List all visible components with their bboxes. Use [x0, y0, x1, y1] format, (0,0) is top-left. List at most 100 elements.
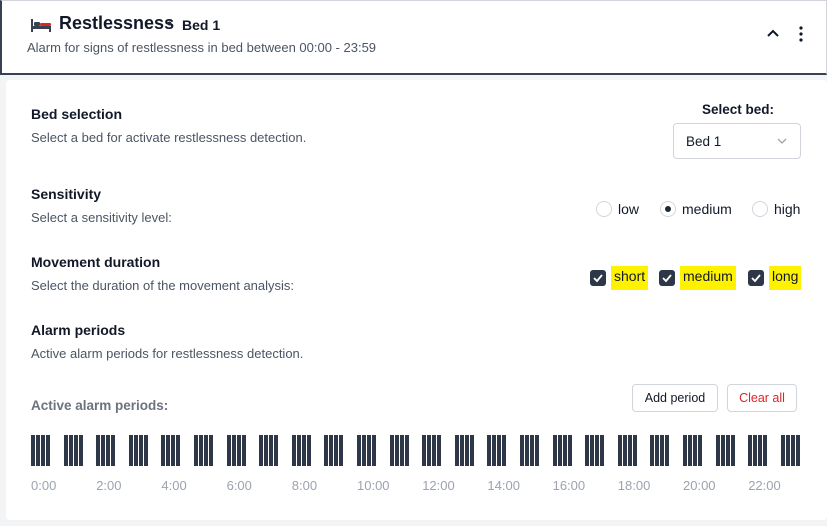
alarm-slot[interactable]	[231, 435, 236, 466]
alarm-slot[interactable]	[324, 435, 329, 466]
alarm-slot[interactable]	[552, 435, 557, 466]
alarm-slot[interactable]	[171, 435, 176, 466]
alarm-slot[interactable]	[96, 435, 101, 466]
alarm-slot[interactable]	[389, 435, 394, 466]
alarm-slot[interactable]	[394, 435, 399, 466]
alarm-period-timeline[interactable]	[31, 435, 806, 467]
duration-checkbox-short[interactable]: short	[590, 266, 649, 290]
alarm-slot[interactable]	[73, 435, 78, 466]
alarm-slot[interactable]	[46, 435, 50, 466]
alarm-slot[interactable]	[753, 435, 758, 466]
alarm-slot[interactable]	[427, 435, 432, 466]
sensitivity-radio-low[interactable]: low	[596, 201, 639, 217]
alarm-slot[interactable]	[209, 435, 213, 466]
alarm-slot[interactable]	[459, 435, 464, 466]
alarm-slot[interactable]	[432, 435, 437, 466]
alarm-slot[interactable]	[274, 435, 279, 466]
alarm-slot[interactable]	[236, 435, 241, 466]
alarm-slot[interactable]	[600, 435, 605, 466]
alarm-slot[interactable]	[698, 435, 702, 466]
duration-checkbox-long[interactable]: long	[748, 266, 802, 290]
alarm-slot[interactable]	[106, 435, 111, 466]
alarm-slot[interactable]	[487, 435, 492, 466]
alarm-slot[interactable]	[204, 435, 208, 466]
alarm-slot[interactable]	[372, 435, 376, 466]
alarm-slot[interactable]	[367, 435, 371, 466]
alarm-slot[interactable]	[785, 435, 790, 466]
alarm-slot[interactable]	[138, 435, 143, 466]
alarm-slot[interactable]	[269, 435, 274, 466]
alarm-slot[interactable]	[362, 435, 366, 466]
chevron-up-icon[interactable]	[765, 26, 781, 40]
radio-medium-circle[interactable]	[660, 201, 676, 217]
alarm-slot[interactable]	[36, 435, 40, 466]
alarm-slot[interactable]	[622, 435, 627, 466]
alarm-slot[interactable]	[63, 435, 68, 466]
alarm-slot[interactable]	[464, 435, 469, 466]
alarm-slot[interactable]	[301, 435, 306, 466]
alarm-slot[interactable]	[241, 435, 246, 466]
alarm-slot[interactable]	[595, 435, 600, 466]
alarm-slot[interactable]	[78, 435, 83, 466]
alarm-slot[interactable]	[492, 435, 497, 466]
alarm-slot[interactable]	[502, 435, 507, 466]
alarm-slot[interactable]	[730, 435, 735, 466]
alarm-slot[interactable]	[748, 435, 753, 466]
checkbox-short-box[interactable]	[590, 270, 606, 286]
alarm-slot[interactable]	[306, 435, 311, 466]
alarm-slot[interactable]	[683, 435, 687, 466]
alarm-slot[interactable]	[166, 435, 171, 466]
alarm-slot[interactable]	[357, 435, 361, 466]
alarm-slot[interactable]	[520, 435, 524, 466]
radio-low-circle[interactable]	[596, 201, 612, 217]
alarm-slot[interactable]	[264, 435, 269, 466]
alarm-slot[interactable]	[226, 435, 231, 466]
add-period-button[interactable]: Add period	[632, 384, 718, 412]
alarm-slot[interactable]	[291, 435, 296, 466]
alarm-slot[interactable]	[665, 435, 670, 466]
alarm-slot[interactable]	[562, 435, 567, 466]
alarm-slot[interactable]	[763, 435, 768, 466]
sensitivity-radio-high[interactable]: high	[752, 201, 800, 217]
alarm-slot[interactable]	[454, 435, 459, 466]
alarm-slot[interactable]	[660, 435, 665, 466]
bed-select[interactable]: Bed 1	[673, 123, 801, 159]
alarm-slot[interactable]	[133, 435, 138, 466]
alarm-slot[interactable]	[497, 435, 502, 466]
alarm-slot[interactable]	[655, 435, 660, 466]
alarm-slot[interactable]	[404, 435, 409, 466]
alarm-slot[interactable]	[296, 435, 301, 466]
alarm-slot[interactable]	[161, 435, 166, 466]
alarm-slot[interactable]	[469, 435, 474, 466]
radio-high-circle[interactable]	[752, 201, 768, 217]
alarm-slot[interactable]	[259, 435, 264, 466]
alarm-slot[interactable]	[758, 435, 763, 466]
alarm-slot[interactable]	[530, 435, 534, 466]
checkbox-long-box[interactable]	[748, 270, 764, 286]
more-options-icon[interactable]	[795, 25, 807, 43]
alarm-slot[interactable]	[632, 435, 637, 466]
alarm-slot[interactable]	[567, 435, 572, 466]
alarm-slot[interactable]	[715, 435, 720, 466]
alarm-slot[interactable]	[399, 435, 404, 466]
alarm-slot[interactable]	[693, 435, 697, 466]
alarm-slot[interactable]	[194, 435, 198, 466]
duration-checkbox-medium[interactable]: medium	[659, 266, 736, 290]
alarm-slot[interactable]	[199, 435, 203, 466]
alarm-slot[interactable]	[31, 435, 35, 466]
alarm-slot[interactable]	[525, 435, 529, 466]
alarm-slot[interactable]	[725, 435, 730, 466]
alarm-slot[interactable]	[720, 435, 725, 466]
alarm-slot[interactable]	[68, 435, 73, 466]
alarm-slot[interactable]	[176, 435, 181, 466]
clear-all-button[interactable]: Clear all	[727, 384, 797, 412]
alarm-slot[interactable]	[422, 435, 427, 466]
alarm-slot[interactable]	[590, 435, 595, 466]
alarm-slot[interactable]	[790, 435, 795, 466]
alarm-slot[interactable]	[627, 435, 632, 466]
checkbox-medium-box[interactable]	[659, 270, 675, 286]
alarm-slot[interactable]	[688, 435, 692, 466]
alarm-slot[interactable]	[795, 435, 800, 466]
alarm-slot[interactable]	[111, 435, 116, 466]
alarm-slot[interactable]	[101, 435, 106, 466]
